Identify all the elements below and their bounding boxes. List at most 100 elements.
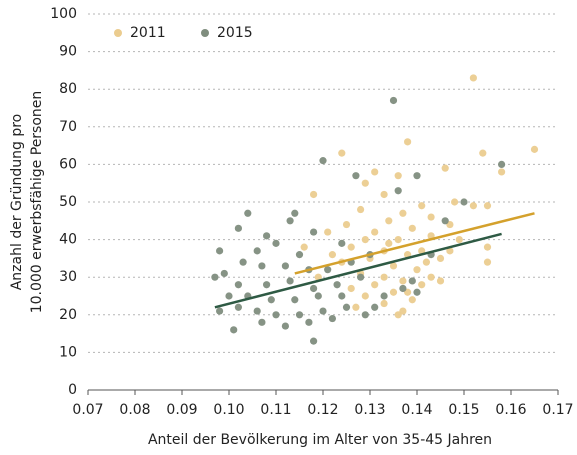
point: [281, 322, 289, 330]
legend-label: 2011: [130, 25, 166, 41]
point: [451, 198, 459, 206]
y-tick-label: 0: [68, 382, 77, 398]
y-tick-label: 100: [50, 6, 77, 22]
x-tick-label: 0.09: [166, 402, 197, 418]
point: [319, 307, 327, 315]
legend-marker: [114, 29, 122, 37]
point: [216, 247, 224, 255]
point: [413, 172, 421, 180]
y-tick-label: 20: [59, 307, 77, 323]
point: [483, 202, 492, 210]
point: [253, 247, 261, 255]
point: [371, 228, 379, 236]
point: [220, 269, 228, 278]
legend-marker: [201, 29, 209, 37]
point: [498, 160, 506, 168]
point: [291, 296, 299, 304]
y-axis-label: Anzahl der Gründung pro: [9, 114, 25, 291]
point: [380, 292, 388, 300]
point: [347, 243, 355, 251]
point: [385, 217, 393, 225]
point: [399, 284, 407, 293]
point: [272, 239, 280, 247]
point: [305, 318, 313, 326]
point: [483, 258, 492, 266]
point: [328, 251, 336, 259]
point: [263, 281, 271, 289]
point: [338, 292, 346, 300]
point: [295, 251, 304, 259]
point: [216, 307, 224, 315]
point: [258, 318, 266, 326]
point: [380, 190, 388, 199]
point: [399, 277, 407, 285]
point: [361, 292, 369, 300]
point: [244, 209, 252, 217]
point: [404, 138, 412, 146]
point: [324, 266, 332, 274]
point: [418, 281, 426, 289]
point: [530, 145, 539, 153]
point: [394, 187, 402, 195]
point: [422, 258, 430, 266]
y-tick-label: 50: [59, 194, 77, 210]
point: [436, 277, 445, 285]
y-tick-label: 30: [59, 269, 77, 285]
x-tick-label: 0.13: [354, 402, 385, 418]
x-tick-label: 0.07: [72, 402, 103, 418]
point: [394, 172, 402, 180]
point: [342, 303, 351, 311]
x-tick-label: 0.10: [213, 402, 244, 418]
point: [338, 239, 346, 247]
point: [258, 262, 266, 270]
point: [234, 281, 242, 289]
point: [483, 243, 492, 251]
y-tick-label: 80: [59, 81, 77, 97]
point: [394, 236, 402, 244]
point: [310, 337, 318, 345]
point: [380, 299, 388, 308]
point: [394, 311, 402, 319]
point: [234, 224, 242, 232]
point: [328, 314, 336, 323]
point: [272, 311, 280, 319]
point: [263, 232, 271, 240]
point: [357, 205, 365, 214]
point: [460, 198, 468, 206]
point: [324, 228, 332, 236]
x-tick-label: 0.15: [448, 402, 479, 418]
point: [253, 307, 261, 315]
y-axis-label: 10.000 erwerbsfähige Personen: [29, 91, 45, 314]
point: [389, 96, 398, 105]
point: [310, 190, 318, 199]
point: [479, 149, 487, 157]
point: [225, 292, 233, 300]
y-tick-label: 10: [59, 344, 77, 360]
point: [399, 209, 407, 217]
point: [234, 303, 242, 311]
point: [441, 217, 449, 225]
point: [338, 149, 346, 157]
point: [389, 262, 398, 270]
point: [281, 262, 289, 270]
trend-line: [214, 232, 502, 309]
point: [314, 292, 322, 300]
point: [310, 284, 318, 293]
x-axis-label: Anteil der Bevölkerung im Alter von 35-4…: [148, 432, 492, 448]
point: [361, 236, 369, 244]
x-tick-label: 0.17: [542, 402, 573, 418]
x-tick-label: 0.11: [260, 402, 291, 418]
point: [352, 303, 360, 311]
point: [469, 202, 477, 210]
point: [498, 168, 506, 176]
point: [342, 220, 351, 229]
point: [361, 311, 369, 319]
point: [267, 296, 275, 304]
point: [371, 303, 379, 311]
point: [455, 236, 463, 244]
point: [408, 296, 416, 304]
point: [385, 239, 393, 247]
point: [211, 273, 219, 281]
point: [333, 281, 341, 289]
